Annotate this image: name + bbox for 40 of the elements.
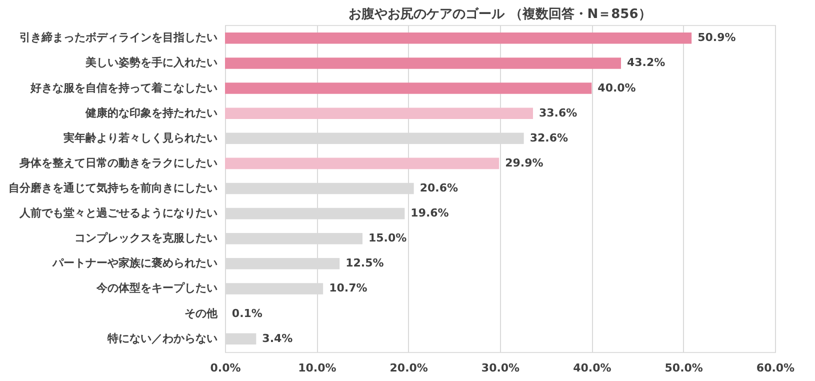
data-label: 43.2% [627, 56, 666, 70]
x-tick-label: 0.0% [210, 362, 241, 374]
bar [225, 333, 256, 344]
data-label: 3.4% [262, 332, 293, 345]
bar [225, 82, 592, 94]
y-tick-label: 今の体型をキープしたい [96, 282, 218, 295]
data-label: 0.1% [232, 306, 262, 320]
y-tick-label: 実年齢より若々しく見られたい [62, 131, 218, 144]
data-label: 40.0% [598, 81, 636, 94]
y-tick-label: 引き締まったボディラインを目指したい [20, 31, 218, 44]
y-tick-label: 身体を整えて日常の動きをラクにしたい [18, 156, 218, 170]
data-label: 10.7% [329, 282, 368, 295]
x-tick-label: 30.0% [481, 362, 520, 374]
y-tick-label: 好きな服を自信を持って着こなしたい [30, 81, 218, 94]
data-label: 12.5% [346, 256, 384, 270]
bar [225, 58, 621, 69]
x-tick-label: 10.0% [298, 362, 336, 374]
data-label: 15.0% [368, 232, 407, 245]
data-label: 19.6% [410, 206, 449, 220]
y-tick-label: コンプレックスを克服したい [74, 232, 218, 245]
y-tick-label: 人前でも堂々と過ごせるようになりたい [18, 206, 218, 220]
y-tick-label: 美しい姿勢を手に入れたい [84, 56, 218, 70]
x-tick-label: 20.0% [390, 362, 428, 374]
y-tick-label: 特にない／わからない [106, 332, 218, 345]
x-tick-label: 50.0% [664, 362, 703, 374]
data-label: 32.6% [530, 131, 568, 144]
y-tick-label: パートナーや家族に褒められたい [52, 256, 218, 270]
data-label: 29.9% [505, 156, 544, 170]
data-label: 50.9% [698, 31, 736, 44]
data-label: 33.6% [539, 106, 578, 120]
chart-title: お腹やお尻のケアのゴール （複数回答・N＝856） [348, 6, 652, 22]
bar [225, 32, 692, 44]
y-tick-label: 健康的な印象を持たれたい [84, 106, 218, 120]
x-tick-label: 60.0% [756, 362, 795, 374]
x-tick-label: 40.0% [573, 362, 612, 374]
bar [225, 108, 533, 119]
y-tick-label: 自分磨きを通じて気持ちを前向きにしたい [8, 182, 218, 194]
bar [225, 158, 500, 170]
y-tick-label: その他 [184, 306, 218, 320]
data-label: 20.6% [420, 182, 458, 194]
